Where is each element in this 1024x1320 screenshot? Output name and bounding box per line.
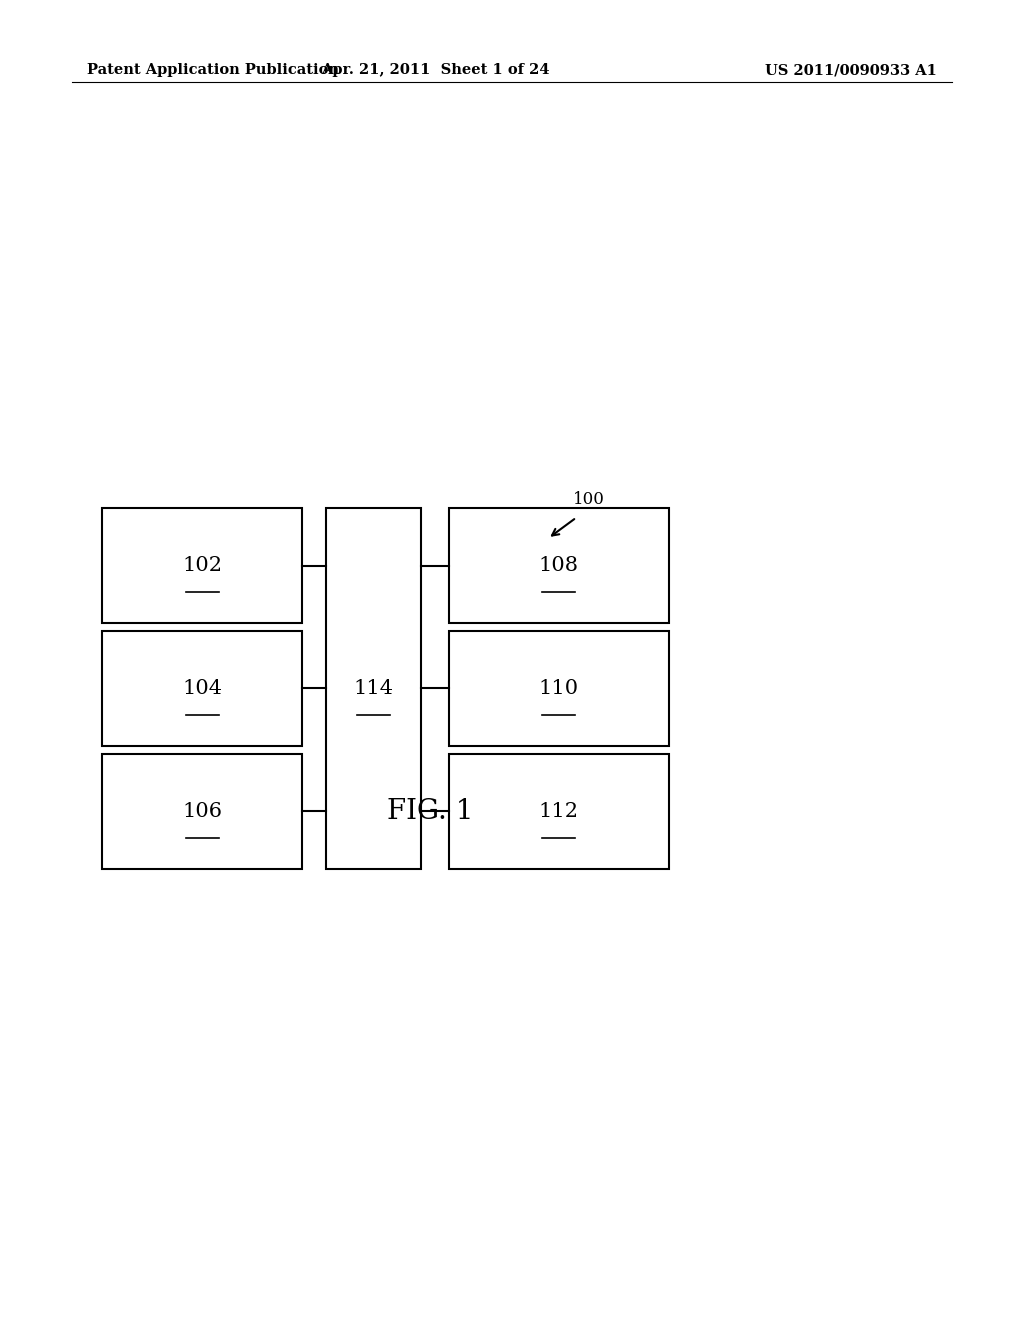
Bar bbox=[449, 508, 669, 623]
Text: US 2011/0090933 A1: US 2011/0090933 A1 bbox=[765, 63, 937, 78]
Bar bbox=[449, 631, 669, 746]
Text: 106: 106 bbox=[182, 801, 222, 821]
Text: Apr. 21, 2011  Sheet 1 of 24: Apr. 21, 2011 Sheet 1 of 24 bbox=[321, 63, 550, 78]
Text: Patent Application Publication: Patent Application Publication bbox=[87, 63, 339, 78]
Text: 102: 102 bbox=[182, 556, 222, 576]
Bar bbox=[326, 508, 421, 869]
Bar bbox=[449, 754, 669, 869]
Text: 108: 108 bbox=[539, 556, 579, 576]
Bar bbox=[102, 508, 302, 623]
Text: FIG. 1: FIG. 1 bbox=[387, 799, 473, 825]
Text: 114: 114 bbox=[353, 678, 393, 698]
Text: 110: 110 bbox=[539, 678, 579, 698]
Text: 112: 112 bbox=[539, 801, 579, 821]
Text: 104: 104 bbox=[182, 678, 222, 698]
Bar bbox=[102, 754, 302, 869]
Bar bbox=[102, 631, 302, 746]
Text: 100: 100 bbox=[572, 491, 605, 508]
